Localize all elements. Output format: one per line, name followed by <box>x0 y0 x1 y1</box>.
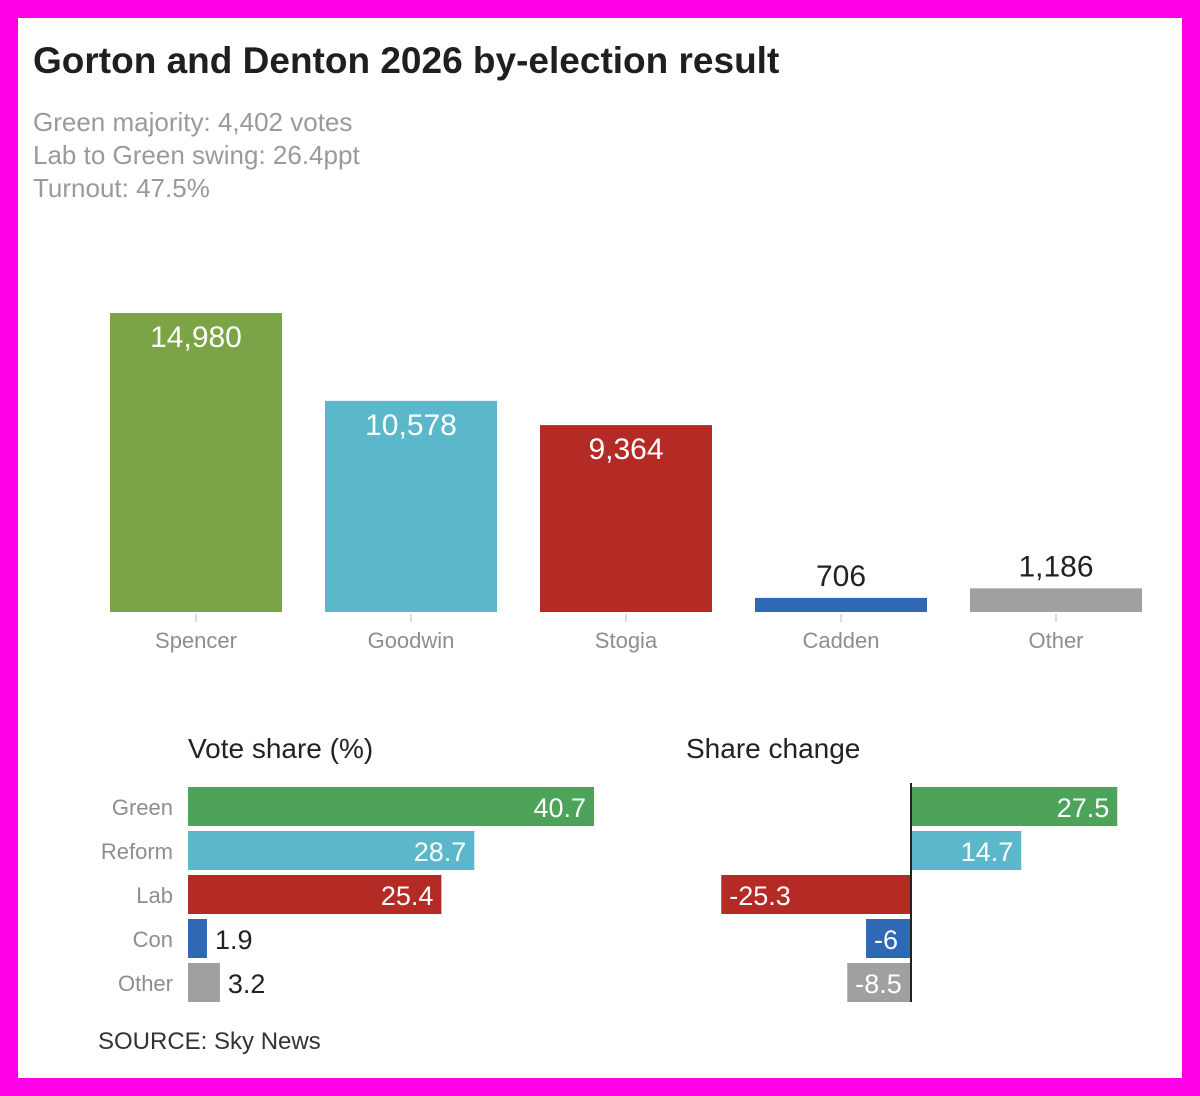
chart-card: Gorton and Denton 2026 by-election resul… <box>18 18 1182 1078</box>
share-value-label: 1.9 <box>215 925 253 955</box>
vote-category-label: Other <box>1028 628 1083 653</box>
change-bar-con <box>866 919 911 958</box>
change-value-label: -8.5 <box>855 969 902 999</box>
share-category-label: Reform <box>101 839 173 864</box>
vote-bar-stogia <box>540 425 712 612</box>
share-change-title: Share change <box>686 733 860 764</box>
majority-text: Green majority: 4,402 votes <box>33 107 353 137</box>
vote-bar-other <box>970 588 1142 612</box>
vote-category-label: Cadden <box>802 628 879 653</box>
share-category-label: Con <box>133 927 173 952</box>
vote-value-label: 9,364 <box>588 433 663 466</box>
source-note: SOURCE: Sky News <box>98 1028 321 1055</box>
share-bar-reform <box>188 831 475 870</box>
vote-value-label: 706 <box>816 560 866 593</box>
vote-value-label: 1,186 <box>1018 550 1093 583</box>
vote-bar-cadden <box>755 597 927 612</box>
vote-bar-goodwin <box>325 400 497 612</box>
share-value-label: 3.2 <box>228 969 266 999</box>
share-category-label: Other <box>118 971 173 996</box>
vote-category-label: Stogia <box>595 628 658 653</box>
turnout-text: Turnout: 47.5% <box>33 173 210 203</box>
share-value-label: 25.4 <box>381 881 434 911</box>
change-bar-lab <box>721 875 911 914</box>
change-value-label: 27.5 <box>1057 793 1110 823</box>
change-value-label: -6 <box>874 925 898 955</box>
vote-category-label: Spencer <box>155 628 237 653</box>
charts-canvas: 14,980 Spencer 10,578 Goodwin 9,364 Stogia 706… <box>101 313 1142 1002</box>
vote-bar-spencer <box>110 313 282 612</box>
share-value-label: 28.7 <box>414 837 467 867</box>
change-bar-reform <box>911 831 1022 870</box>
swing-text: Lab to Green swing: 26.4ppt <box>33 140 360 170</box>
share-value-label: 40.7 <box>533 793 586 823</box>
share-category-label: Green <box>112 795 173 820</box>
share-bar-con <box>188 919 207 958</box>
chart-title: Gorton and Denton 2026 by-election resul… <box>33 40 780 81</box>
share-bar-other <box>188 963 220 1002</box>
vote-value-label: 10,578 <box>365 409 457 442</box>
vote-category-label: Goodwin <box>368 628 455 653</box>
result-summary: Green majority: 4,402 votes Lab to Green… <box>33 106 360 205</box>
change-bar-green <box>911 787 1118 826</box>
share-bar-lab <box>188 875 442 914</box>
change-value-label: -25.3 <box>729 881 791 911</box>
share-category-label: Lab <box>136 883 173 908</box>
change-value-label: 14.7 <box>961 837 1014 867</box>
vote-value-label: 14,980 <box>150 321 242 354</box>
change-bar-other <box>847 963 911 1002</box>
share-bar-green <box>188 787 594 826</box>
vote-share-title: Vote share (%) <box>188 733 373 764</box>
